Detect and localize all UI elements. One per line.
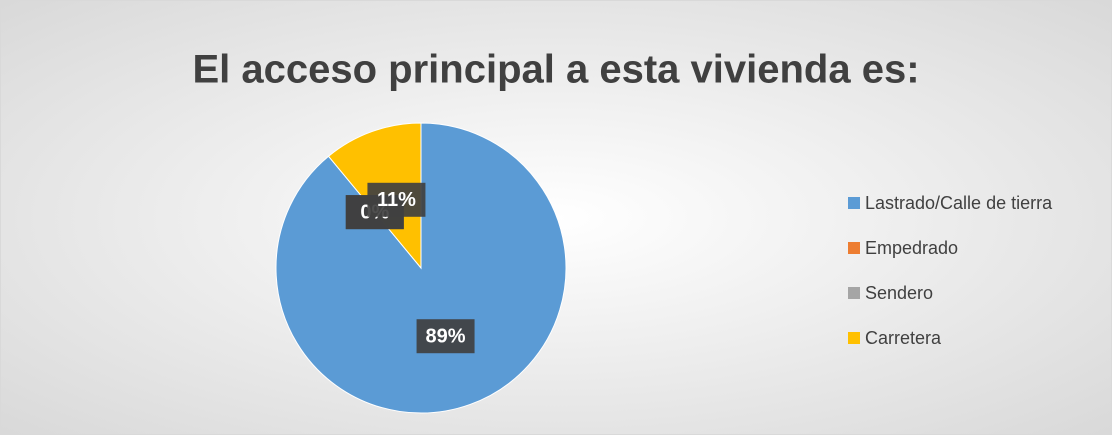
legend-swatch bbox=[848, 332, 860, 344]
legend-swatch bbox=[848, 287, 860, 299]
legend-label: Carretera bbox=[865, 328, 942, 348]
data-label-box bbox=[367, 182, 426, 217]
legend-label: Lastrado/Calle de tierra bbox=[865, 193, 1053, 213]
legend-label: Empedrado bbox=[865, 238, 958, 258]
data-label: 11% bbox=[377, 189, 416, 211]
data-label: 89% bbox=[426, 325, 466, 347]
legend-label: Sendero bbox=[865, 283, 933, 303]
legend-swatch bbox=[848, 242, 860, 254]
data-label-box bbox=[416, 319, 475, 354]
legend-swatch bbox=[848, 197, 860, 209]
chart-title: El acceso principal a esta vivienda es: bbox=[192, 48, 919, 92]
